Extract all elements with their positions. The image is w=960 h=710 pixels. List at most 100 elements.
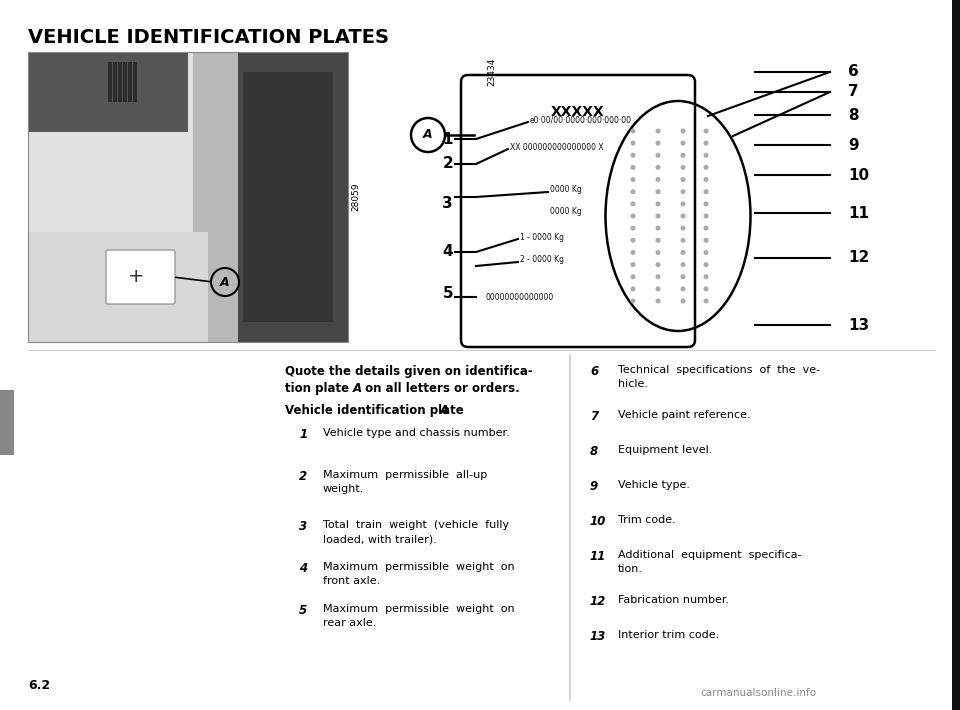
Circle shape [704, 262, 708, 267]
Circle shape [704, 129, 708, 133]
Bar [128, 62, 132, 102]
Circle shape [681, 298, 685, 303]
Bar [188, 52, 238, 342]
Text: 23434: 23434 [488, 58, 496, 87]
Text: +: + [128, 267, 144, 286]
Circle shape [656, 165, 660, 170]
FancyBboxPatch shape [461, 75, 695, 347]
Bar [108, 62, 112, 102]
Bar [113, 62, 117, 102]
Bar [228, 52, 348, 342]
Text: Vehicle identification plate: Vehicle identification plate [285, 404, 468, 417]
Circle shape [681, 226, 685, 231]
Text: A: A [440, 404, 449, 417]
Circle shape [681, 189, 685, 195]
Text: 2: 2 [443, 156, 453, 172]
Bar [0, 390, 14, 455]
Text: 4: 4 [443, 244, 453, 259]
Text: 6: 6 [848, 65, 859, 80]
Text: 6: 6 [590, 365, 598, 378]
Text: Equipment level.: Equipment level. [618, 445, 712, 455]
Circle shape [704, 274, 708, 279]
Circle shape [704, 177, 708, 182]
Text: A: A [220, 275, 229, 288]
Text: 11: 11 [590, 550, 607, 563]
Circle shape [704, 189, 708, 195]
Circle shape [681, 177, 685, 182]
Circle shape [656, 129, 660, 133]
Circle shape [656, 141, 660, 146]
Text: A: A [353, 382, 362, 395]
Circle shape [631, 262, 636, 267]
Text: Vehicle type and chassis number.: Vehicle type and chassis number. [323, 428, 510, 438]
Text: front axle.: front axle. [323, 576, 380, 586]
Text: 7: 7 [848, 84, 858, 99]
Circle shape [681, 274, 685, 279]
Text: 9: 9 [590, 480, 598, 493]
Circle shape [631, 141, 636, 146]
Circle shape [631, 274, 636, 279]
Text: 6.2: 6.2 [28, 679, 50, 692]
Circle shape [681, 141, 685, 146]
Text: 3: 3 [299, 520, 307, 533]
Circle shape [704, 141, 708, 146]
Text: Maximum  permissible  weight  on: Maximum permissible weight on [323, 562, 515, 572]
Circle shape [704, 250, 708, 255]
Text: Technical  specifications  of  the  ve-: Technical specifications of the ve- [618, 365, 820, 375]
Circle shape [656, 262, 660, 267]
Circle shape [704, 226, 708, 231]
Text: 8: 8 [590, 445, 598, 458]
Text: Maximum  permissible  all-up: Maximum permissible all-up [323, 470, 488, 480]
Circle shape [681, 238, 685, 243]
Circle shape [681, 262, 685, 267]
Text: e0·00/00·0000·000·000·00: e0·00/00·0000·000·000·00 [530, 116, 632, 124]
Text: Vehicle type.: Vehicle type. [618, 480, 690, 490]
Bar [28, 52, 188, 132]
Circle shape [631, 238, 636, 243]
Text: Total  train  weight  (vehicle  fully: Total train weight (vehicle fully [323, 520, 509, 530]
Text: rear axle.: rear axle. [323, 618, 376, 628]
Text: 00000000000000: 00000000000000 [486, 293, 554, 302]
Circle shape [631, 165, 636, 170]
Text: 5: 5 [299, 604, 307, 617]
Text: 1 - 0000 Kg: 1 - 0000 Kg [520, 232, 564, 241]
Circle shape [631, 286, 636, 291]
Text: tion plate: tion plate [285, 382, 353, 395]
Text: 12: 12 [848, 251, 869, 266]
Circle shape [681, 202, 685, 207]
Circle shape [704, 165, 708, 170]
Circle shape [704, 214, 708, 219]
Circle shape [681, 129, 685, 133]
FancyBboxPatch shape [106, 250, 175, 304]
Text: Interior trim code.: Interior trim code. [618, 630, 719, 640]
Text: 2: 2 [299, 470, 307, 483]
Circle shape [681, 153, 685, 158]
Circle shape [704, 298, 708, 303]
Text: Fabrication number.: Fabrication number. [618, 595, 730, 605]
Text: XX 000000000000000 X: XX 000000000000000 X [510, 143, 604, 151]
Text: VEHICLE IDENTIFICATION PLATES: VEHICLE IDENTIFICATION PLATES [28, 28, 389, 47]
Text: Vehicle paint reference.: Vehicle paint reference. [618, 410, 751, 420]
Text: loaded, with trailer).: loaded, with trailer). [323, 534, 437, 544]
Circle shape [681, 214, 685, 219]
Circle shape [631, 298, 636, 303]
Text: 3: 3 [443, 197, 453, 212]
Circle shape [681, 165, 685, 170]
Circle shape [631, 177, 636, 182]
Text: 5: 5 [443, 287, 453, 302]
Text: Maximum  permissible  weight  on: Maximum permissible weight on [323, 604, 515, 614]
Text: 7: 7 [590, 410, 598, 423]
Circle shape [704, 238, 708, 243]
Text: 0000 Kg: 0000 Kg [550, 185, 582, 195]
Bar [118, 62, 122, 102]
Bar [133, 62, 137, 102]
Text: 13: 13 [848, 317, 869, 332]
Circle shape [681, 286, 685, 291]
Circle shape [656, 202, 660, 207]
Circle shape [656, 286, 660, 291]
Text: 10: 10 [848, 168, 869, 182]
Circle shape [656, 226, 660, 231]
Bar [123, 62, 127, 102]
Text: carmanualsonline.info: carmanualsonline.info [700, 688, 816, 698]
Text: 2 - 0000 Kg: 2 - 0000 Kg [520, 256, 564, 265]
